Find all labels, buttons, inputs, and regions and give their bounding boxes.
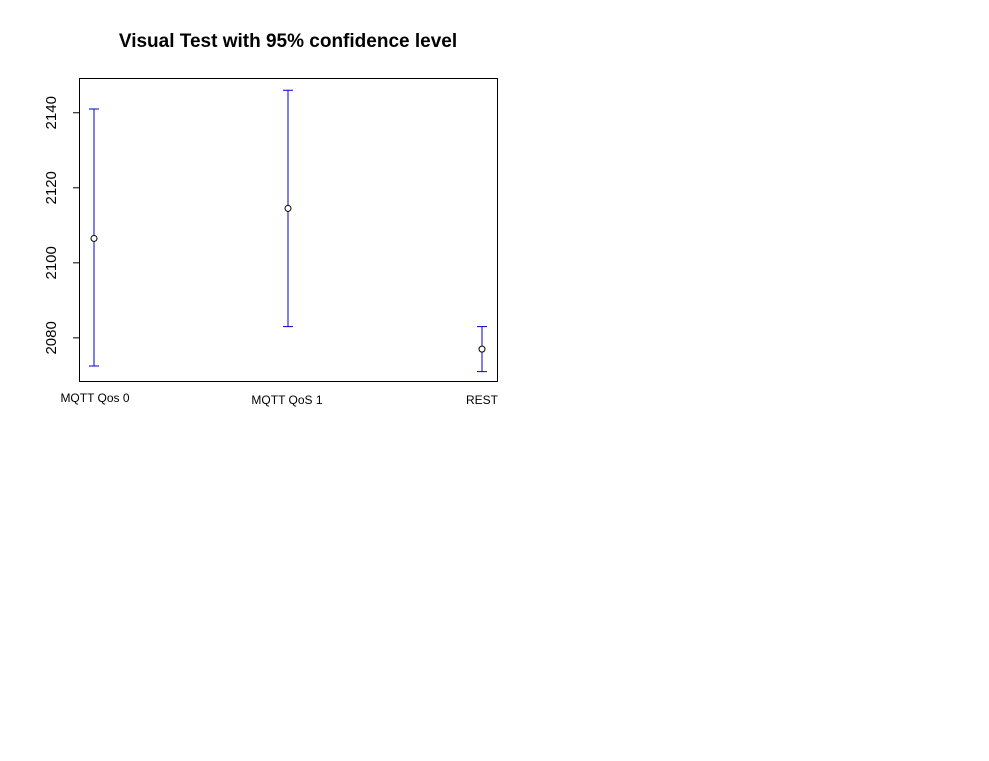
y-tick-label: 2140 bbox=[43, 96, 60, 129]
y-tick-label: 2100 bbox=[43, 246, 60, 279]
mean-point bbox=[478, 345, 486, 353]
x-category-label: MQTT Qos 0 bbox=[60, 391, 129, 405]
error-bar-1 bbox=[89, 108, 99, 367]
error-bar-2 bbox=[283, 89, 293, 328]
error-bar-3 bbox=[477, 326, 487, 373]
y-tick-label: 2080 bbox=[43, 321, 60, 354]
y-tick-label: 2120 bbox=[43, 171, 60, 204]
x-axis-labels: MQTT Qos 0 MQTT QoS 1 REST bbox=[60, 391, 498, 407]
mean-point bbox=[90, 234, 98, 242]
error-bars bbox=[89, 89, 487, 373]
y-axis: 2080 2100 2120 2140 bbox=[43, 96, 80, 355]
mean-point bbox=[284, 204, 292, 212]
chart-title: Visual Test with 95% confidence level bbox=[119, 31, 457, 52]
plot-frame bbox=[79, 78, 498, 382]
x-category-label: REST bbox=[466, 393, 499, 407]
x-category-label: MQTT QoS 1 bbox=[251, 393, 322, 407]
